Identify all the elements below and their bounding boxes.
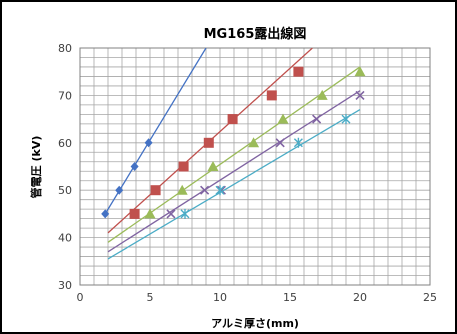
data-point — [266, 90, 277, 101]
series-clip-group — [101, 48, 366, 260]
series-1 — [101, 48, 207, 219]
data-point — [275, 138, 285, 148]
data-point — [207, 161, 219, 171]
trend-line — [107, 109, 361, 260]
data-point — [227, 114, 238, 125]
data-point — [101, 209, 110, 219]
data-point — [176, 184, 188, 195]
x-axis-label: アルミ厚さ(mm) — [211, 317, 299, 330]
y-tick-label: 70 — [58, 89, 72, 102]
plot-area — [79, 47, 431, 286]
data-point — [215, 185, 225, 196]
grid — [80, 48, 430, 285]
data-point — [166, 209, 176, 219]
x-tick-labels: 0 5 10 15 20 25 — [77, 291, 438, 304]
data-point — [312, 114, 322, 124]
data-point — [248, 137, 260, 148]
x-tick-label: 10 — [213, 291, 227, 304]
y-tick-label: 40 — [58, 232, 72, 245]
data-point — [354, 66, 366, 77]
x-tick-label: 25 — [423, 291, 437, 304]
y-tick-labels: 30 40 50 60 70 80 — [58, 42, 72, 292]
data-point — [144, 138, 153, 148]
data-point — [316, 89, 328, 100]
series-4 — [107, 90, 365, 253]
y-tick-label: 80 — [58, 42, 72, 55]
series-2 — [107, 48, 313, 234]
data-point — [293, 66, 304, 77]
series-3 — [107, 66, 366, 243]
series-5 — [107, 109, 361, 260]
chart-title: MG165露出線図 — [204, 26, 307, 42]
data-point — [203, 137, 214, 148]
x-tick-label: 15 — [283, 291, 297, 304]
trend-line — [104, 48, 207, 215]
x-tick-label: 20 — [353, 291, 367, 304]
data-point — [129, 208, 140, 219]
data-point — [341, 114, 351, 125]
data-point — [150, 185, 161, 196]
data-point — [115, 185, 124, 195]
data-point — [200, 185, 210, 195]
data-point — [178, 161, 189, 172]
series-group — [101, 48, 366, 260]
data-point — [144, 208, 156, 219]
data-point — [180, 208, 190, 219]
data-point — [277, 113, 289, 124]
data-point — [293, 137, 303, 148]
y-axis-label: 管電圧 (kV) — [29, 136, 43, 199]
y-tick-label: 50 — [58, 184, 72, 197]
y-tick-label: 30 — [58, 279, 72, 292]
x-tick-label: 0 — [77, 291, 84, 304]
data-point — [355, 90, 365, 100]
y-tick-label: 60 — [58, 137, 72, 150]
x-tick-label: 5 — [147, 291, 154, 304]
data-point — [130, 162, 139, 171]
